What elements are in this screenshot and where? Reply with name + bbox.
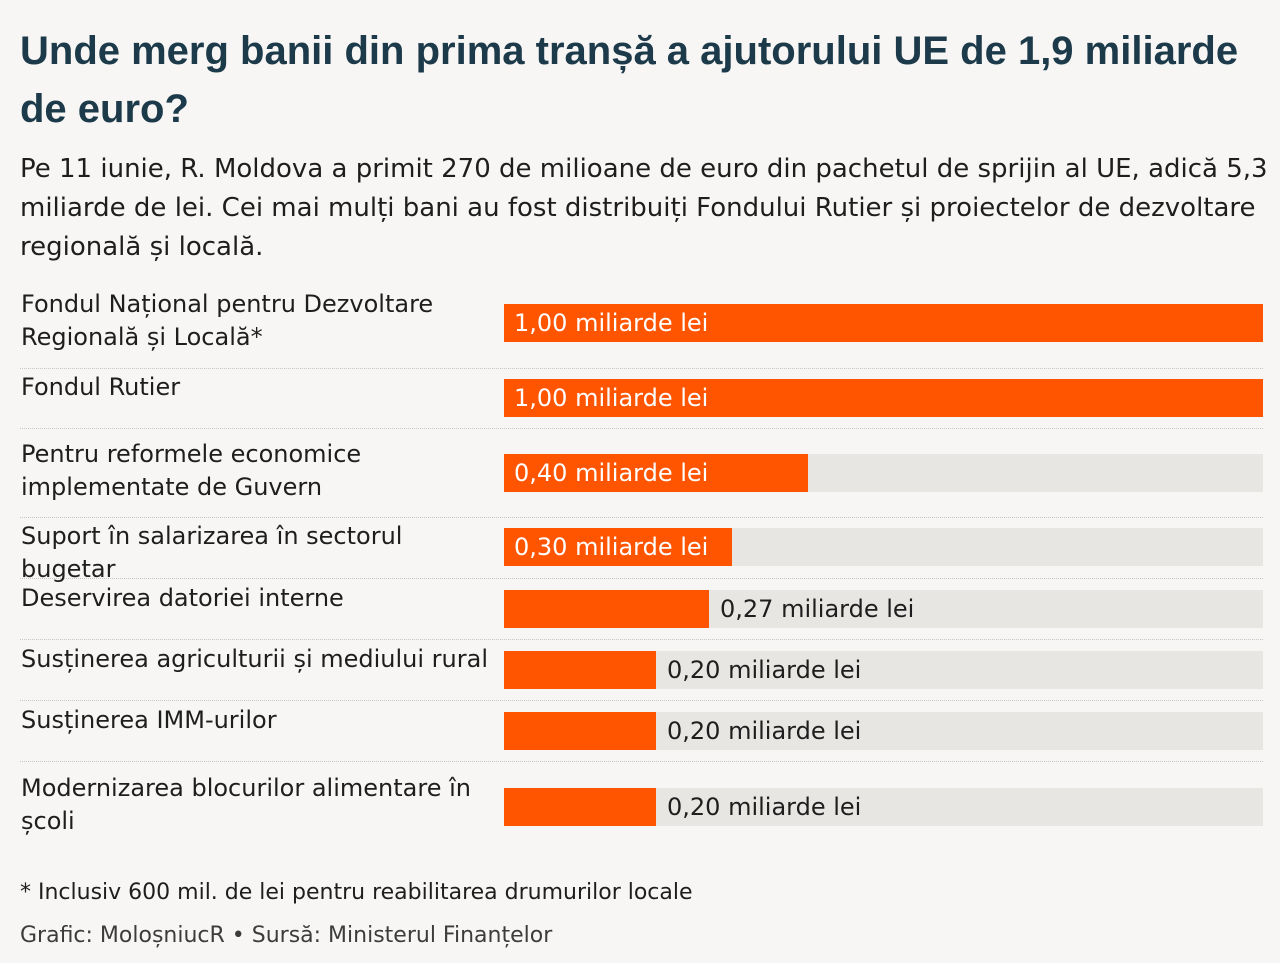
bar [504,304,1263,342]
bar-track [504,528,1263,566]
bar-track [504,304,1263,342]
category-label: Fondul Național pentru Dezvoltare Region… [21,290,434,351]
bar-track [504,590,1263,628]
credits: Grafic: MoloșniucR • Sursă: Ministerul F… [20,923,553,948]
bar-track [504,379,1263,417]
category-label: Fondul Rutier [21,372,181,401]
bar-track [504,454,1263,492]
bar-track [504,651,1263,689]
bar-track [504,788,1263,826]
row-separator [20,368,1263,369]
category-label: Deservirea datoriei interne [21,583,344,612]
row-separator [20,639,1263,640]
chart-title: Unde merg banii din prima tranșă a ajuto… [20,29,1239,131]
row-separator [20,428,1263,429]
bar [504,590,709,628]
row-separator [20,517,1263,518]
row-separator [20,761,1263,762]
category-label: Suport în salarizarea în sectorul bugeta… [21,521,403,583]
category-label: Pentru reformele economice implementate … [21,440,362,501]
bar [504,712,656,750]
category-label: Modernizarea blocurilor alimentare în șc… [21,774,471,835]
data-label: 0,40 miliarde lei [514,459,709,487]
data-label: 1,00 miliarde lei [514,309,709,337]
data-label: 0,30 miliarde lei [514,533,709,561]
chart-subtitle: Pe 11 iunie, R. Moldova a primit 270 de … [20,154,1268,262]
bar [504,651,656,689]
bar [504,379,1263,417]
bar [504,454,808,492]
row-separator [20,700,1263,701]
data-label: 1,00 miliarde lei [514,384,709,412]
category-label: Susținerea IMM-urilor [21,705,277,734]
bar [504,788,656,826]
footnote: * Inclusiv 600 mil. de lei pentru reabil… [20,880,693,905]
data-label: 0,20 miliarde lei [667,717,862,745]
data-label: 0,27 miliarde lei [720,595,915,623]
data-label: 0,20 miliarde lei [667,656,862,684]
category-label: Susținerea agriculturii și mediului rura… [21,644,489,673]
data-label: 0,20 miliarde lei [667,793,862,821]
bar [504,528,732,566]
bar-track [504,712,1263,750]
row-separator [20,578,1263,579]
